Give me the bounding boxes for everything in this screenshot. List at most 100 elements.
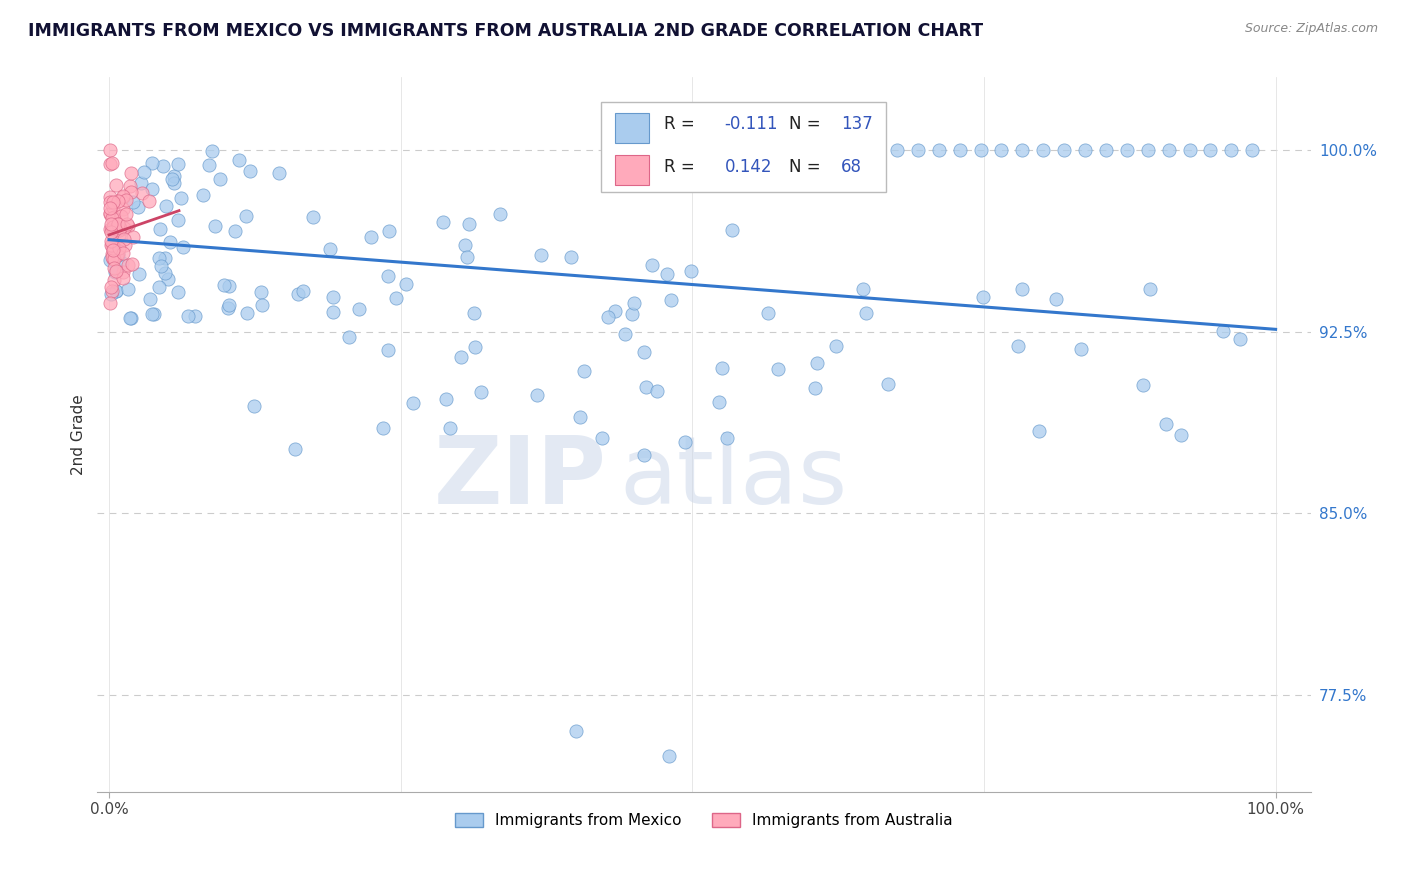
Point xyxy=(457,217,479,231)
Point xyxy=(101,247,124,261)
Point xyxy=(156,271,179,285)
Point xyxy=(360,230,382,244)
Point xyxy=(242,399,264,413)
Text: R =: R = xyxy=(664,158,700,176)
Point xyxy=(633,344,655,359)
Point xyxy=(167,285,190,300)
Point xyxy=(110,220,132,235)
Point xyxy=(235,209,257,223)
Point xyxy=(98,295,121,310)
Point xyxy=(117,219,139,233)
Point xyxy=(100,225,122,239)
Point xyxy=(155,199,177,213)
Point xyxy=(121,257,143,271)
Point xyxy=(105,284,128,298)
Point xyxy=(291,284,314,298)
Point xyxy=(138,292,160,306)
Text: N =: N = xyxy=(789,158,825,176)
Point xyxy=(103,260,125,275)
Point xyxy=(100,279,122,293)
Point xyxy=(402,396,425,410)
Text: N =: N = xyxy=(789,115,825,133)
Point xyxy=(969,143,991,157)
Point xyxy=(129,176,152,190)
Point xyxy=(100,287,122,301)
Point xyxy=(117,282,139,296)
Point xyxy=(114,237,136,252)
Point xyxy=(740,143,762,157)
Point xyxy=(844,143,866,157)
Text: R =: R = xyxy=(664,115,700,133)
Point xyxy=(101,211,124,225)
Point xyxy=(111,190,134,204)
Point xyxy=(439,421,461,435)
Point xyxy=(100,238,122,252)
Point xyxy=(209,172,232,186)
Point xyxy=(377,268,399,283)
Point xyxy=(98,206,121,220)
Point xyxy=(120,310,142,325)
Point xyxy=(395,277,418,291)
FancyBboxPatch shape xyxy=(600,103,886,192)
Point xyxy=(107,248,129,262)
Point xyxy=(214,277,236,292)
Point xyxy=(347,301,370,316)
Point xyxy=(865,143,887,157)
Point xyxy=(768,362,790,376)
Point xyxy=(148,252,170,266)
Point xyxy=(115,217,138,231)
Point xyxy=(104,222,127,236)
Point xyxy=(155,266,177,280)
Point xyxy=(529,247,551,261)
Point xyxy=(114,207,136,221)
Point xyxy=(98,221,121,235)
Point xyxy=(239,164,262,178)
Point xyxy=(301,211,323,225)
Point xyxy=(658,748,681,763)
Point xyxy=(572,364,595,378)
Point xyxy=(107,217,129,231)
Point xyxy=(782,143,804,157)
Point xyxy=(103,210,125,224)
Point xyxy=(526,387,548,401)
Point xyxy=(101,200,124,214)
Point xyxy=(250,298,273,312)
Point xyxy=(100,250,122,264)
Point xyxy=(1032,143,1054,157)
Point xyxy=(852,282,875,296)
Point xyxy=(111,256,134,270)
Point xyxy=(990,143,1012,157)
Point xyxy=(1070,342,1092,356)
Point xyxy=(623,296,645,310)
Point xyxy=(463,306,485,320)
Point xyxy=(100,285,122,299)
Point xyxy=(569,410,592,425)
Point xyxy=(322,290,344,304)
Point xyxy=(112,202,135,217)
Point xyxy=(710,360,733,375)
Point xyxy=(1011,143,1033,157)
Point xyxy=(120,178,142,193)
Point xyxy=(322,305,344,319)
Point xyxy=(105,284,128,298)
Point xyxy=(120,311,142,326)
Point xyxy=(149,259,172,273)
Point xyxy=(108,223,131,237)
Point xyxy=(170,191,193,205)
Point xyxy=(112,221,135,235)
Point xyxy=(1178,143,1201,157)
Point xyxy=(657,267,679,281)
Point xyxy=(1199,143,1222,157)
Point xyxy=(283,442,305,457)
Point xyxy=(250,285,273,299)
Point xyxy=(1136,143,1159,157)
Point xyxy=(1132,378,1154,392)
Point xyxy=(101,252,124,266)
Point xyxy=(806,356,828,370)
Point xyxy=(596,310,619,325)
Point xyxy=(100,222,122,236)
Point xyxy=(100,217,122,231)
Legend: Immigrants from Mexico, Immigrants from Australia: Immigrants from Mexico, Immigrants from … xyxy=(450,806,959,834)
Point xyxy=(450,350,472,364)
Point xyxy=(128,267,150,281)
